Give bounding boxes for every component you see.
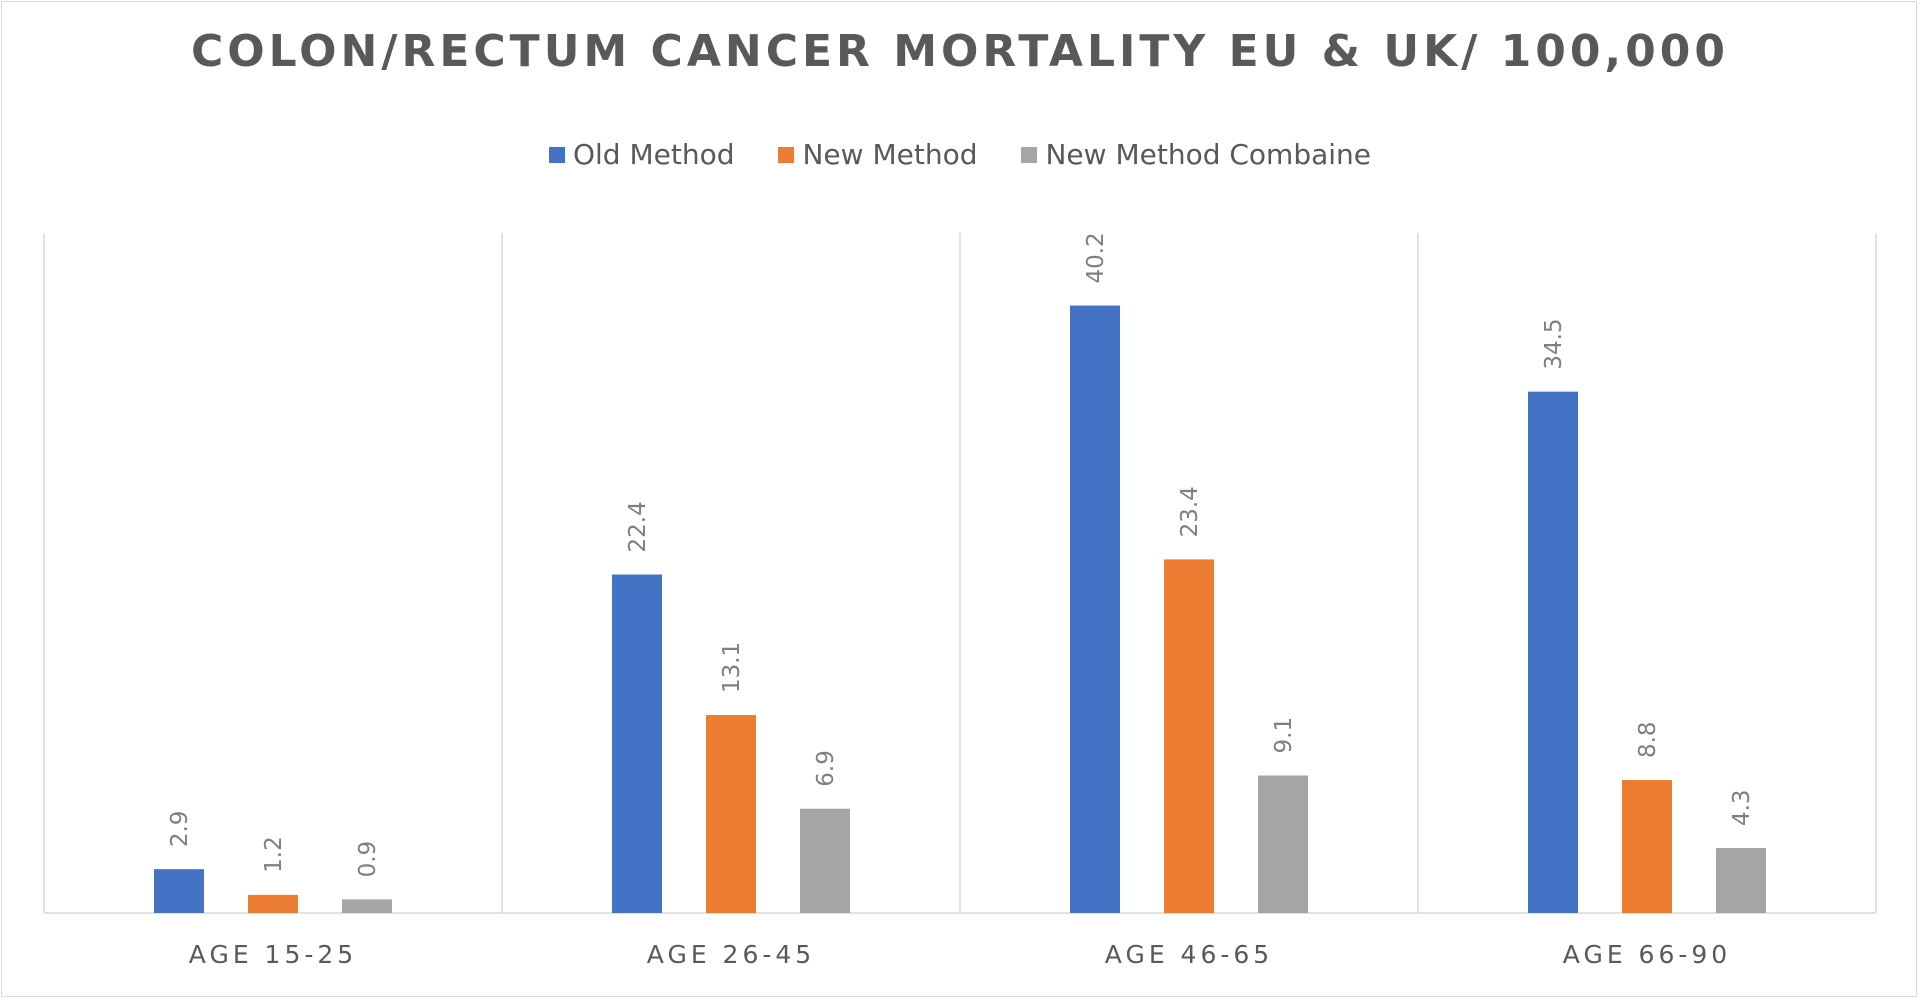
data-label-new-method-age-66-90: 8.8 xyxy=(1635,721,1661,758)
data-label-new-method-age-46-65: 23.4 xyxy=(1177,486,1203,537)
bar-new-method-age-66-90 xyxy=(1622,780,1672,913)
bar-new-method-age-15-25 xyxy=(248,894,298,913)
data-label-new-method-combaine-age-26-45: 6.9 xyxy=(813,750,839,787)
data-label-old-method-age-26-45: 22.4 xyxy=(625,501,651,552)
legend-swatch-old-method xyxy=(548,146,565,163)
legend-item-old-method: Old Method xyxy=(548,138,735,171)
data-label-old-method-age-15-25: 2.9 xyxy=(167,811,193,848)
data-label-new-method-combaine-age-15-25: 0.9 xyxy=(355,841,381,878)
chart-title: COLON/RECTUM CANCER MORTALITY EU & UK/ 1… xyxy=(190,26,1729,77)
data-label-new-method-age-15-25: 1.2 xyxy=(261,836,287,873)
legend-item-new-method: New Method xyxy=(778,138,977,171)
data-label-new-method-combaine-age-66-90: 4.3 xyxy=(1729,789,1755,826)
data-label-new-method-age-26-45: 13.1 xyxy=(719,642,745,693)
bar-new-method-age-46-65 xyxy=(1164,559,1214,913)
bar-new-method-combaine-age-15-25 xyxy=(342,899,392,913)
legend-label-new-method: New Method xyxy=(802,138,978,171)
bar-new-method-combaine-age-66-90 xyxy=(1716,848,1766,913)
bar-old-method-age-46-65 xyxy=(1070,305,1120,913)
data-label-old-method-age-66-90: 34.5 xyxy=(1541,318,1567,369)
chart-legend: Old Method New Method New Method Combain… xyxy=(0,138,1920,171)
x-tick-label-age-66-90: AGE 66-90 xyxy=(1563,940,1731,969)
legend-label-old-method: Old Method xyxy=(572,138,735,171)
bar-old-method-age-66-90 xyxy=(1528,391,1578,914)
x-tick-label-age-26-45: AGE 26-45 xyxy=(647,940,815,969)
x-tick-label-age-46-65: AGE 46-65 xyxy=(1105,940,1273,969)
bar-new-method-combaine-age-46-65 xyxy=(1258,775,1308,913)
bar-old-method-age-26-45 xyxy=(612,574,662,913)
bar-old-method-age-15-25 xyxy=(154,869,204,913)
bar-new-method-combaine-age-26-45 xyxy=(800,808,850,913)
x-tick-label-age-15-25: AGE 15-25 xyxy=(189,940,357,969)
data-label-old-method-age-46-65: 40.2 xyxy=(1083,232,1109,283)
legend-swatch-new-method xyxy=(778,146,795,163)
legend-swatch-new-method-combaine xyxy=(1021,146,1038,163)
legend-label-new-method-combaine: New Method Combaine xyxy=(1045,138,1372,171)
data-label-new-method-combaine-age-46-65: 9.1 xyxy=(1271,717,1297,754)
legend-item-new-method-combaine: New Method Combaine xyxy=(1021,138,1371,171)
bar-new-method-age-26-45 xyxy=(706,715,756,913)
